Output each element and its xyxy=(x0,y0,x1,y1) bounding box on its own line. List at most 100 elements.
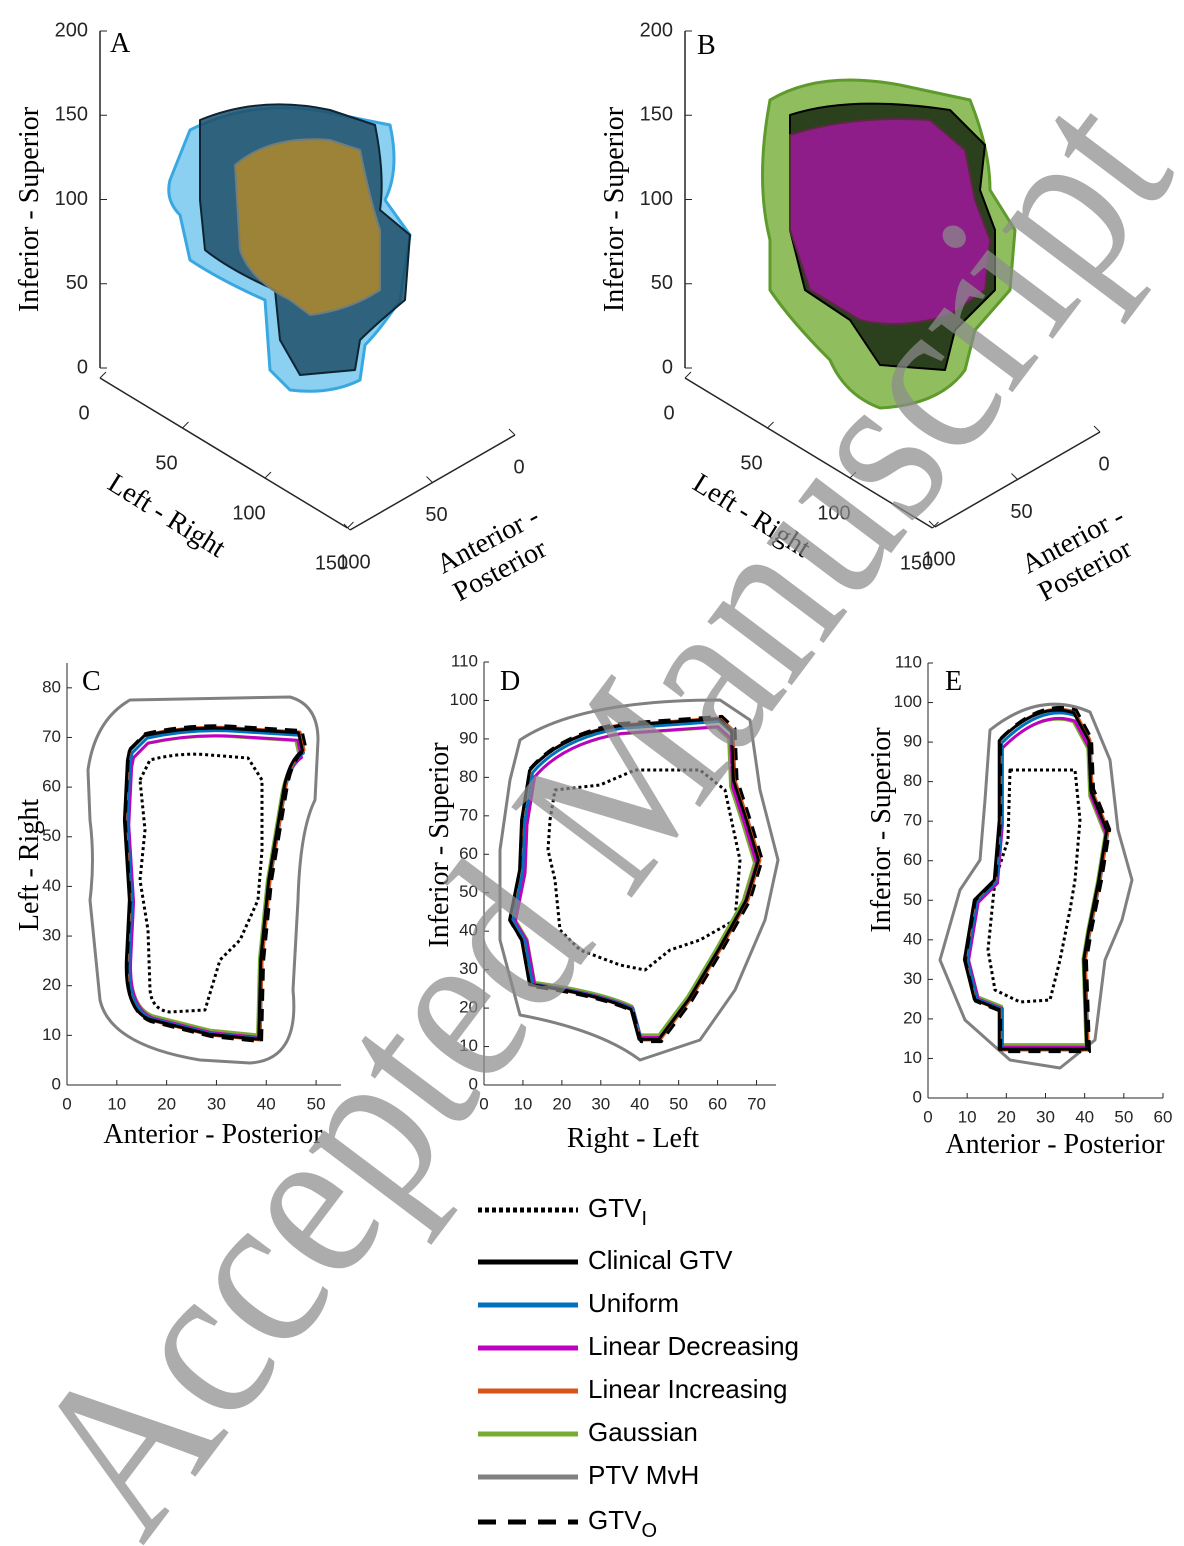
x-tick-label: 20 xyxy=(552,1094,571,1113)
contour-gtv-i xyxy=(986,768,1082,1004)
y-tick-label: 50 xyxy=(459,882,478,901)
panel-label: E xyxy=(945,666,962,697)
render-b xyxy=(761,78,1017,410)
y-tick-label: 0 xyxy=(513,456,524,478)
contour-ptv xyxy=(938,702,1134,1070)
y-tick-label: 100 xyxy=(450,690,478,709)
legend-name: Uniform xyxy=(588,1288,679,1318)
y-tick-label: 110 xyxy=(895,652,922,671)
x-axis-label: Anterior - Posterior xyxy=(103,1119,323,1150)
y-tick-label: 60 xyxy=(42,777,61,796)
panel-label: A xyxy=(110,28,131,59)
contour-gtv-i xyxy=(138,752,264,1014)
z-tick-label: 100 xyxy=(55,188,88,210)
x-axis xyxy=(684,377,933,529)
y-tick-label: 50 xyxy=(425,504,447,526)
x-tick-label: 100 xyxy=(817,502,850,524)
x-axis-label: Left - Right xyxy=(102,468,231,564)
watermark: Accepted Manuscript xyxy=(0,50,1184,1546)
y-tick-label: 100 xyxy=(894,692,922,711)
x-axis-label: Right - Left xyxy=(567,1123,699,1154)
y-tick-label: 40 xyxy=(903,929,922,948)
x-tick-label: 150 xyxy=(315,552,348,574)
y-tick-label: 30 xyxy=(903,969,922,988)
x-tick xyxy=(849,471,857,479)
x-tick-label: 70 xyxy=(747,1094,766,1113)
x-tick xyxy=(347,521,354,529)
y-tick-label: 80 xyxy=(459,767,478,786)
x-tick xyxy=(684,371,692,379)
y-tick-label: 10 xyxy=(459,1036,478,1055)
x-tick-label: 20 xyxy=(997,1107,1016,1126)
y-tick-label: 70 xyxy=(42,727,61,746)
x-tick-label: 10 xyxy=(958,1107,977,1126)
y-tick-label: 90 xyxy=(903,732,922,751)
legend-entry: Gaussian xyxy=(588,1417,698,1447)
panel-label: B xyxy=(697,30,716,61)
x-tick-label: 50 xyxy=(740,452,762,474)
contour-line xyxy=(508,714,764,1044)
contour-line xyxy=(127,734,303,1039)
y-tick-label: 60 xyxy=(459,844,478,863)
y-tick xyxy=(928,520,936,528)
y-tick-label: 50 xyxy=(903,890,922,909)
z-tick-label: 150 xyxy=(640,104,673,126)
y-tick xyxy=(343,523,351,531)
y-tick-label: 50 xyxy=(42,826,61,845)
contour-gtv-i xyxy=(546,768,742,972)
x-tick-label: 40 xyxy=(630,1094,649,1113)
x-tick-label: 60 xyxy=(708,1094,727,1113)
y-tick xyxy=(1011,473,1018,480)
legend-entry: Clinical GTV xyxy=(588,1245,733,1275)
legend-entry: PTV MvH xyxy=(588,1460,699,1490)
y-tick xyxy=(426,476,433,483)
x-tick-label: 40 xyxy=(1075,1107,1094,1126)
x-tick-label: 0 xyxy=(479,1094,488,1113)
legend-name: GTV xyxy=(588,1193,642,1223)
x-tick-label: 50 xyxy=(155,452,177,474)
x-tick-label: 30 xyxy=(1036,1107,1055,1126)
y-axis-label: Inferior - Superior xyxy=(424,742,455,948)
legend-name: Linear Decreasing xyxy=(588,1331,799,1361)
y-tick-label: 100 xyxy=(922,548,955,570)
y-tick-label: 60 xyxy=(903,850,922,869)
y-tick-label: 0 xyxy=(1098,453,1109,475)
x-axis-label: Anterior - Posterior xyxy=(945,1129,1165,1160)
x-tick-label: 150 xyxy=(900,552,933,574)
legend-entry: Linear Decreasing xyxy=(588,1331,799,1361)
y-tick-label: 50 xyxy=(1010,501,1032,523)
z-tick-label: 200 xyxy=(640,19,673,41)
y-tick-label: 0 xyxy=(469,1074,478,1093)
contour-line xyxy=(125,729,305,1041)
z-tick-label: 200 xyxy=(55,19,88,41)
y-tick-label: 90 xyxy=(459,728,478,747)
x-tick xyxy=(932,521,939,529)
blob-inner xyxy=(234,138,381,316)
contour-line xyxy=(127,734,301,1037)
legend-entry: GTVI xyxy=(588,1193,647,1230)
x-axis xyxy=(99,377,348,529)
x-tick-label: 50 xyxy=(669,1094,688,1113)
y-tick-label: 0 xyxy=(913,1087,922,1106)
legend-name: PTV MvH xyxy=(588,1460,699,1490)
legend-entry: Linear Increasing xyxy=(588,1374,787,1404)
y-tick-label: 70 xyxy=(459,805,478,824)
z-tick-label: 100 xyxy=(640,188,673,210)
contours xyxy=(938,702,1134,1070)
z-tick-label: 0 xyxy=(662,356,673,378)
y-tick-label: 70 xyxy=(903,811,922,830)
y-tick-label: 0 xyxy=(52,1074,61,1093)
x-tick-label: 40 xyxy=(257,1094,276,1113)
panel-label: C xyxy=(82,666,101,697)
z-axis-label: Inferior - Superior xyxy=(599,106,630,312)
x-tick-label: 0 xyxy=(78,402,89,424)
y-tick-label: 80 xyxy=(42,677,61,696)
y-tick-label: 10 xyxy=(42,1025,61,1044)
y-tick-label: 20 xyxy=(42,975,61,994)
y-tick-label: 40 xyxy=(42,876,61,895)
legend-name: GTV xyxy=(588,1505,642,1535)
legend-subscript: I xyxy=(641,1208,647,1230)
legend-name: Clinical GTV xyxy=(588,1245,733,1275)
